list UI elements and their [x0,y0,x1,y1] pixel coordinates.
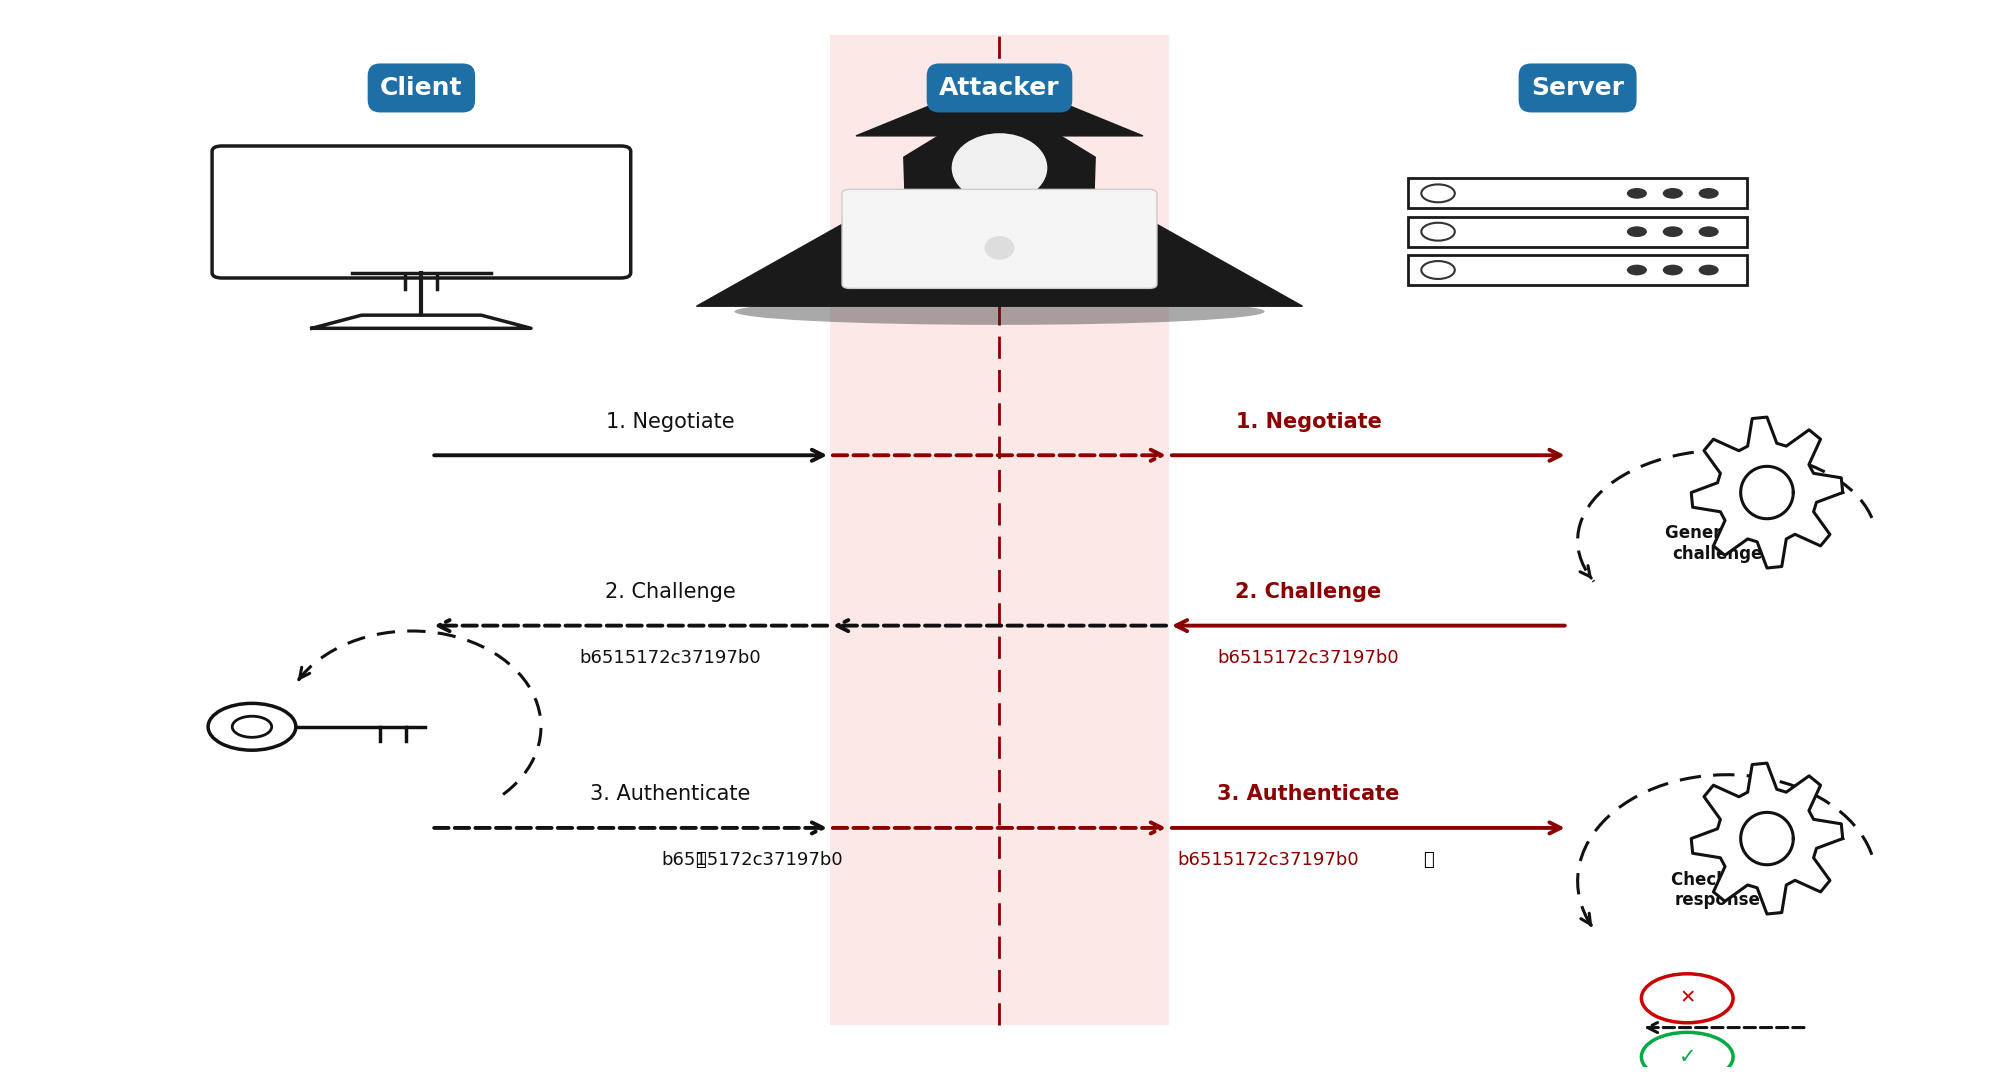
Circle shape [232,716,272,738]
Circle shape [1640,1032,1732,1072]
Circle shape [1662,226,1682,237]
Text: b6515172c37197b0: b6515172c37197b0 [579,649,761,667]
Circle shape [1698,226,1718,237]
Text: 3. Authenticate: 3. Authenticate [589,785,751,804]
Polygon shape [855,77,1143,136]
Text: Attacker: Attacker [939,76,1059,100]
Ellipse shape [733,298,1265,325]
Polygon shape [695,99,1303,307]
FancyBboxPatch shape [212,146,631,278]
Circle shape [1662,265,1682,276]
Text: b6515172c37197b0: b6515172c37197b0 [661,851,843,869]
Circle shape [1626,188,1646,198]
Polygon shape [1690,763,1842,914]
FancyBboxPatch shape [829,34,1169,1025]
Text: 1. Negotiate: 1. Negotiate [605,412,735,432]
Circle shape [1626,265,1646,276]
Text: 🔒: 🔒 [1423,851,1433,869]
Polygon shape [1690,417,1842,568]
Text: ✕: ✕ [1678,988,1694,1008]
Text: 2. Challenge: 2. Challenge [605,582,735,602]
Text: 1. Negotiate: 1. Negotiate [1235,412,1381,432]
FancyBboxPatch shape [1407,178,1746,208]
Text: b6515172c37197b0: b6515172c37197b0 [1177,851,1359,869]
Text: Check the
response: Check the response [1670,870,1762,909]
Ellipse shape [985,236,1013,259]
FancyBboxPatch shape [1407,255,1746,285]
Polygon shape [312,315,531,328]
Text: 3. Authenticate: 3. Authenticate [1217,785,1399,804]
Text: 🔒: 🔒 [695,851,705,869]
Text: Generate a
challenge: Generate a challenge [1664,524,1768,563]
Circle shape [1640,973,1732,1023]
Text: ✓: ✓ [1678,1047,1694,1067]
Text: Client: Client [380,76,462,100]
Circle shape [208,703,296,750]
Circle shape [1626,226,1646,237]
FancyBboxPatch shape [841,190,1157,288]
Ellipse shape [951,133,1047,203]
FancyBboxPatch shape [1407,217,1746,247]
Text: Server: Server [1530,76,1622,100]
Text: 2. Challenge: 2. Challenge [1235,582,1381,602]
Text: b6515172c37197b0: b6515172c37197b0 [1217,649,1399,667]
Circle shape [1662,188,1682,198]
Circle shape [1698,188,1718,198]
Circle shape [1698,265,1718,276]
